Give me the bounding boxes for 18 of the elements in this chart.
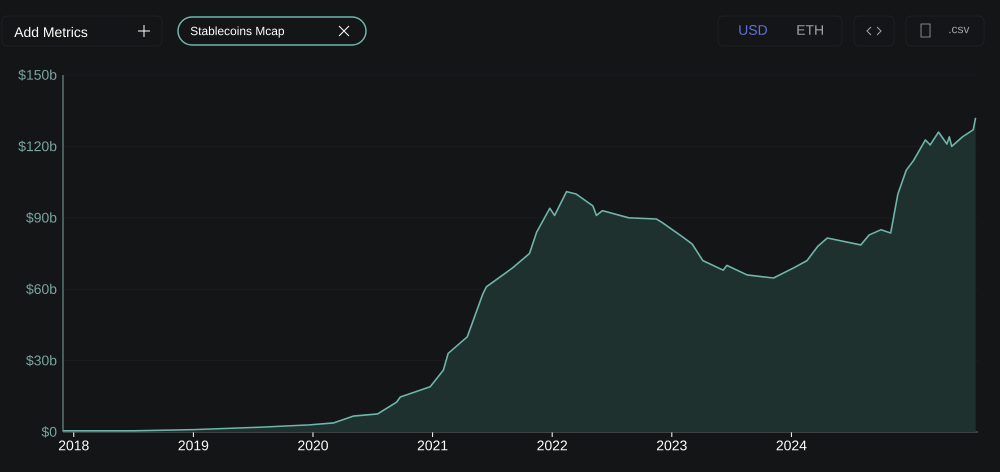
y-tick-label: $30b <box>26 354 56 366</box>
y-tick-label: $90b <box>26 212 56 224</box>
y-tick-label: $120b <box>18 140 56 152</box>
x-tick-label: 2020 <box>298 440 328 450</box>
x-tick-label: 2018 <box>58 440 89 450</box>
y-tick-label: $60b <box>26 284 56 295</box>
y-tick-label: $150b <box>18 69 56 81</box>
text: .csv <box>949 26 970 34</box>
text: USD <box>739 25 767 35</box>
x-tick-label: 2023 <box>657 440 687 450</box>
x-tick-label: 2021 <box>418 440 448 450</box>
x-tick-label: 2019 <box>178 440 208 450</box>
x-tick-label: 2024 <box>776 440 807 450</box>
text: ETH <box>797 25 823 35</box>
text: Add Metrics <box>14 26 88 38</box>
text: Stablecoins Mcap <box>190 26 284 38</box>
x-tick-label: 2022 <box>537 440 568 450</box>
y-tick-label: $0 <box>42 426 56 438</box>
